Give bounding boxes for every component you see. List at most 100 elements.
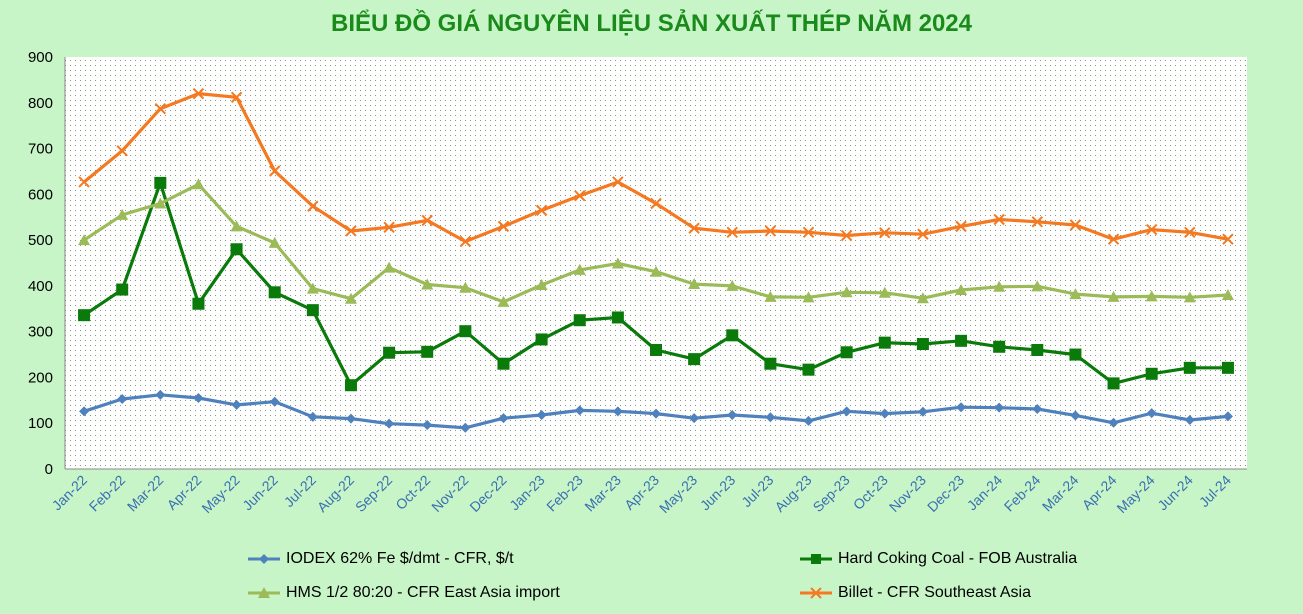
data-point bbox=[231, 399, 242, 410]
data-point bbox=[1183, 291, 1196, 303]
data-point bbox=[307, 200, 319, 212]
data-point bbox=[840, 346, 853, 359]
chart-title: BIỂU ĐỒ GIÁ NGUYÊN LIỆU SẢN XUẤT THÉP NĂ… bbox=[331, 10, 972, 37]
x-tick-label: Jan-24 bbox=[964, 472, 1006, 514]
data-point bbox=[727, 409, 738, 420]
data-point bbox=[193, 393, 204, 404]
x-tick-label: Aug-22 bbox=[314, 472, 357, 515]
x-tick-label: Mar-23 bbox=[581, 472, 624, 515]
data-point bbox=[1222, 411, 1233, 422]
data-point bbox=[1183, 361, 1196, 374]
data-point bbox=[612, 406, 623, 417]
y-tick-label: 400 bbox=[28, 278, 53, 295]
data-point bbox=[116, 283, 129, 296]
data-point bbox=[650, 343, 662, 356]
y-tick-label: 500 bbox=[28, 232, 53, 249]
data-point bbox=[916, 292, 929, 304]
data-point bbox=[536, 409, 547, 420]
x-tick-label: Sep-22 bbox=[352, 472, 395, 515]
data-point bbox=[192, 297, 205, 310]
plot-area bbox=[65, 57, 1247, 469]
data-point bbox=[650, 197, 662, 210]
data-point bbox=[841, 406, 852, 417]
data-point bbox=[383, 221, 395, 234]
x-tick-label: Oct-23 bbox=[850, 472, 891, 513]
x-tick-label: Feb-24 bbox=[1001, 472, 1044, 515]
data-point bbox=[917, 406, 928, 417]
data-point bbox=[650, 265, 662, 277]
data-point bbox=[765, 412, 776, 423]
data-point bbox=[689, 413, 700, 424]
data-point bbox=[879, 408, 890, 419]
y-tick-label: 800 bbox=[28, 95, 53, 112]
data-point bbox=[192, 178, 205, 190]
data-point bbox=[1069, 219, 1082, 231]
data-point bbox=[269, 165, 281, 177]
data-point bbox=[1032, 404, 1043, 415]
data-point bbox=[1031, 280, 1044, 292]
data-point bbox=[459, 235, 472, 248]
x-tick-label: Dec-23 bbox=[924, 472, 967, 515]
y-tick-label: 700 bbox=[28, 141, 53, 158]
data-point bbox=[230, 91, 243, 103]
x-tick-label: May-24 bbox=[1113, 472, 1157, 516]
data-point bbox=[154, 103, 167, 115]
data-point bbox=[726, 279, 739, 291]
data-point bbox=[994, 402, 1005, 413]
data-point bbox=[1107, 290, 1120, 302]
data-point bbox=[497, 220, 510, 233]
data-point bbox=[230, 243, 243, 256]
data-point bbox=[535, 278, 548, 290]
data-point bbox=[383, 261, 396, 273]
x-tick-label: Jun-23 bbox=[697, 472, 739, 514]
data-point bbox=[116, 208, 129, 220]
data-point bbox=[78, 176, 90, 188]
data-point bbox=[192, 87, 205, 100]
legend-label: HMS 1/2 80:20 - CFR East Asia import bbox=[286, 584, 560, 601]
data-point bbox=[956, 402, 967, 413]
y-tick-label: 0 bbox=[45, 461, 53, 478]
data-point bbox=[955, 334, 968, 347]
data-point bbox=[993, 340, 1006, 353]
x-tick-label: Apr-22 bbox=[164, 472, 205, 513]
data-point bbox=[917, 228, 929, 240]
data-point bbox=[1107, 377, 1120, 390]
data-point bbox=[306, 282, 319, 294]
data-point bbox=[116, 145, 128, 157]
legend-item-iodex: IODEX 62% Fe $/dmt - CFR, $/t bbox=[248, 550, 514, 568]
data-point bbox=[344, 379, 357, 392]
data-point bbox=[1070, 410, 1081, 421]
data-point bbox=[574, 405, 585, 416]
data-point bbox=[1108, 417, 1119, 428]
data-point bbox=[78, 234, 91, 246]
data-point bbox=[993, 213, 1005, 226]
legend-item-hms: HMS 1/2 80:20 - CFR East Asia import bbox=[248, 584, 560, 602]
x-tick-label: Dec-22 bbox=[466, 472, 509, 515]
y-tick-label: 600 bbox=[28, 186, 53, 203]
x-tick-label: Nov-22 bbox=[428, 472, 471, 515]
x-tick-label: May-22 bbox=[198, 472, 242, 516]
data-point bbox=[764, 290, 777, 302]
x-tick-label: Jun-24 bbox=[1154, 472, 1196, 514]
x-tick-label: Feb-22 bbox=[86, 472, 129, 515]
data-point bbox=[878, 286, 891, 298]
data-point bbox=[421, 345, 434, 358]
data-point bbox=[611, 257, 624, 269]
data-point bbox=[802, 226, 815, 239]
data-point bbox=[688, 222, 700, 234]
data-point bbox=[802, 363, 815, 376]
data-point bbox=[1145, 223, 1158, 236]
x-tick-label: Oct-22 bbox=[392, 472, 433, 513]
x-tick-label: Mar-22 bbox=[124, 472, 167, 515]
x-tick-label: Feb-23 bbox=[543, 472, 586, 515]
legend-x-icon bbox=[800, 587, 832, 599]
data-point bbox=[498, 413, 509, 424]
legend-item-billet: Billet - CFR Southeast Asia bbox=[800, 584, 1031, 602]
data-point bbox=[1069, 348, 1082, 361]
data-point bbox=[764, 225, 777, 237]
x-tick-label: Jan-22 bbox=[49, 472, 91, 514]
legend-triangle-icon bbox=[248, 587, 280, 598]
data-point bbox=[764, 357, 777, 370]
data-point bbox=[155, 389, 166, 400]
data-point bbox=[230, 220, 243, 232]
